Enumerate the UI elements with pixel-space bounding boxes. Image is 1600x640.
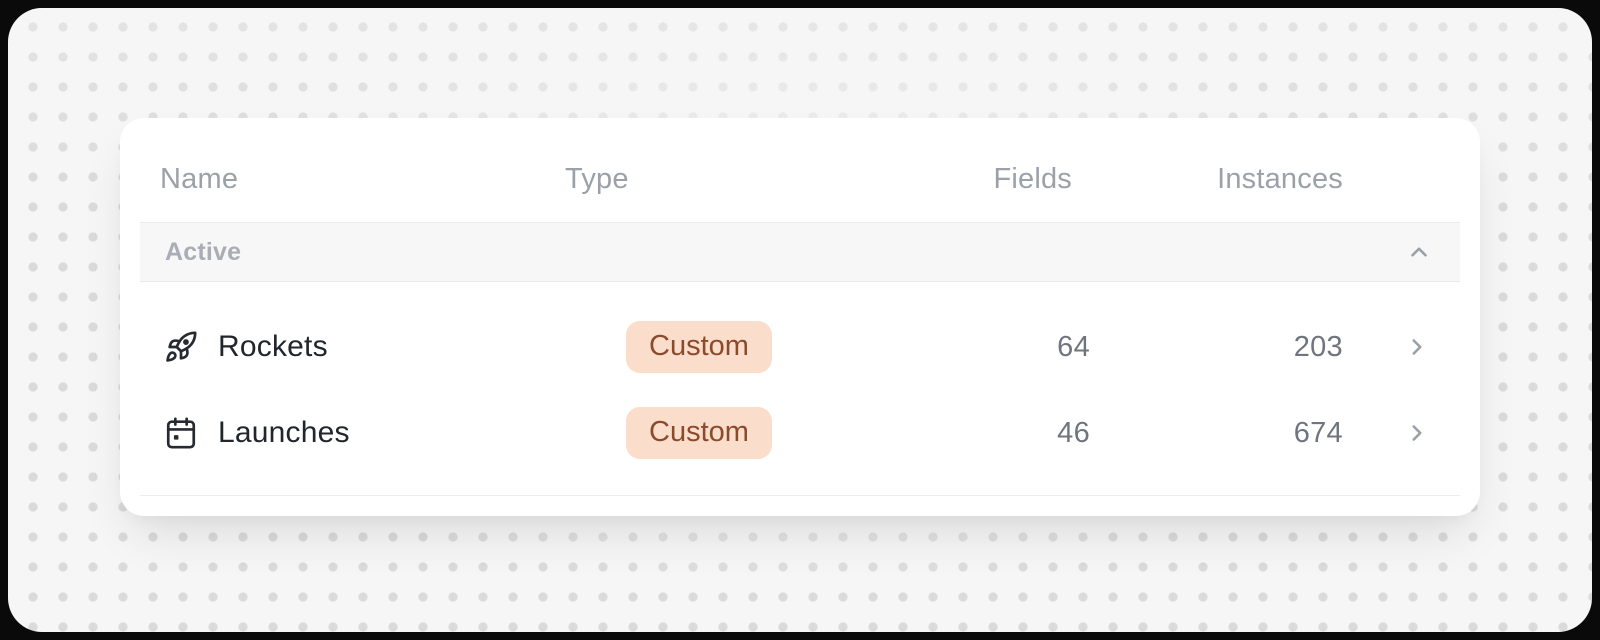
fields-value: 64 [1057,330,1090,363]
type-badge: Custom [626,321,772,373]
chevron-right-icon[interactable] [1404,420,1430,446]
fields-value: 46 [1057,416,1090,449]
chevron-right-icon[interactable] [1404,334,1430,360]
row-name: Rockets [218,330,328,363]
column-header-name: Name [160,162,239,195]
column-header-fields: Fields [993,162,1072,195]
table-rows: Rockets Custom 64 203 [120,304,1480,476]
name-cell: Launches [160,416,565,450]
row-chevron-cell [1404,420,1450,446]
type-cell: Custom [626,321,772,373]
group-row-active[interactable]: Active [140,222,1460,282]
calendar-icon [164,416,198,450]
table-row-launches[interactable]: Launches Custom 46 674 [120,390,1480,476]
desktop-background: Name Type Fields Instances Active [8,8,1592,632]
name-cell: Rockets [160,330,565,364]
column-header-type: Type [565,162,629,195]
table-header-row: Name Type Fields Instances [120,118,1480,222]
row-chevron-cell [1404,334,1450,360]
group-label: Active [165,237,242,266]
card-footer-divider [140,495,1460,496]
instances-value: 674 [1293,416,1343,449]
row-name: Launches [218,416,350,449]
type-cell: Custom [626,407,772,459]
type-badge: Custom [626,407,772,459]
instances-value: 203 [1293,330,1343,363]
chevron-up-icon[interactable] [1406,239,1432,265]
column-header-instances: Instances [1217,162,1343,195]
collections-table-card: Name Type Fields Instances Active [120,118,1480,516]
rocket-icon [164,330,198,364]
table-row-rockets[interactable]: Rockets Custom 64 203 [120,304,1480,390]
